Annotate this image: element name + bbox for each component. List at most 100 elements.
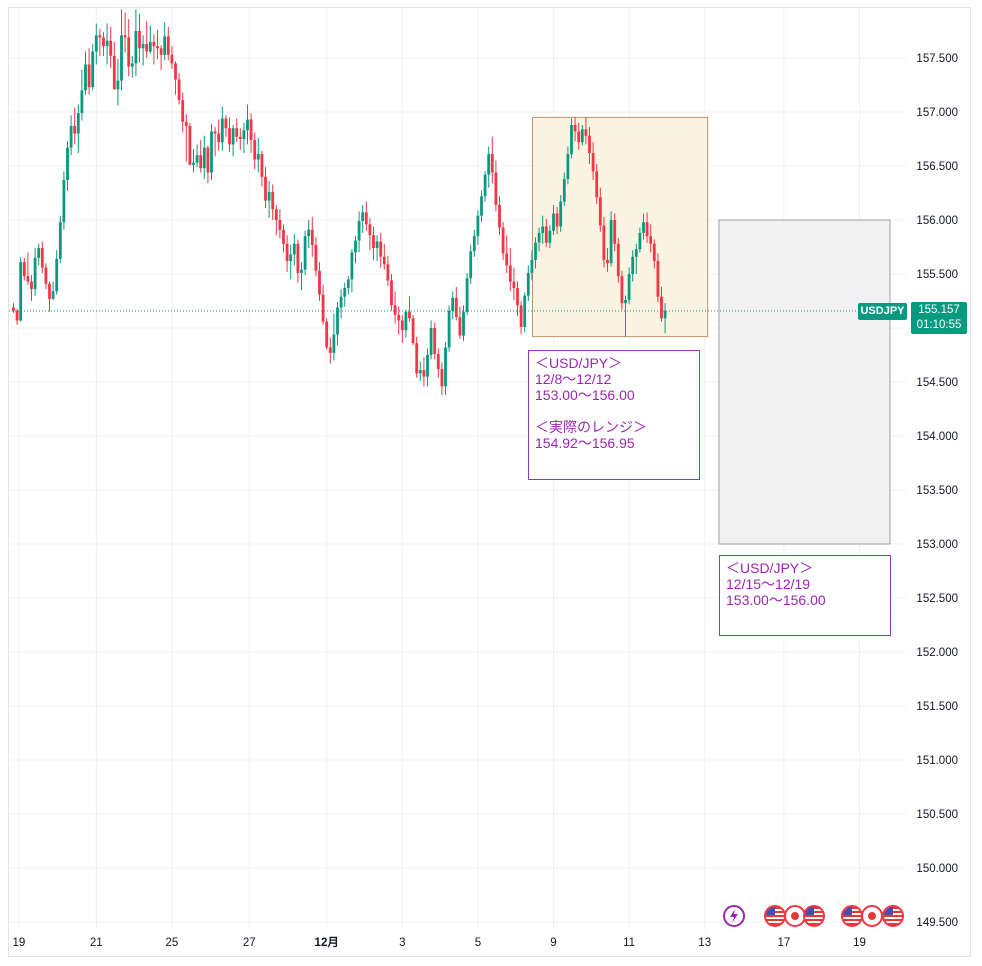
candle-body xyxy=(483,174,487,197)
bar-countdown: 01:10:55 xyxy=(916,319,962,331)
y-tick-label: 151.000 xyxy=(916,755,958,767)
candle-body xyxy=(634,249,638,257)
us-flag-icon[interactable] xyxy=(803,905,825,927)
candle-body xyxy=(372,235,375,249)
candle-body xyxy=(310,229,314,245)
chart-frame[interactable] xyxy=(8,7,971,957)
candle-body xyxy=(444,347,447,387)
candle-body xyxy=(44,267,48,284)
candle-body xyxy=(642,222,645,233)
candle-body xyxy=(591,153,595,172)
candle-body xyxy=(69,126,73,148)
candle-body xyxy=(264,176,267,201)
us-flag-icon[interactable] xyxy=(882,905,904,927)
candle-body xyxy=(260,154,264,177)
candle-body xyxy=(386,264,390,281)
candle-body xyxy=(350,252,354,280)
candle-body xyxy=(37,248,41,258)
candle-body xyxy=(242,130,246,139)
candle-body xyxy=(577,131,581,143)
candle-body xyxy=(328,347,332,353)
candle-body xyxy=(555,213,559,227)
candle-body xyxy=(220,118,224,143)
candle-body xyxy=(447,310,451,348)
candle-body xyxy=(105,40,109,47)
x-tick-label: 21 xyxy=(90,937,103,949)
candle-body xyxy=(379,241,383,257)
candle-body xyxy=(508,265,512,282)
candle-body xyxy=(606,259,609,264)
note-line xyxy=(535,403,693,419)
candle-body xyxy=(364,212,368,225)
x-tick-label: 25 xyxy=(166,937,179,949)
candle-body xyxy=(19,262,23,321)
japan-flag-icon[interactable] xyxy=(861,905,883,927)
y-tick-label: 150.500 xyxy=(916,809,958,821)
candle-body xyxy=(361,212,365,222)
candle-body xyxy=(148,41,152,52)
candle-body xyxy=(368,224,372,236)
candle-body xyxy=(152,41,156,47)
lightning-icon[interactable] xyxy=(723,905,745,927)
candle-body xyxy=(156,46,159,49)
candle-body xyxy=(548,230,552,243)
candle-body xyxy=(631,256,635,274)
x-tick-label: 9 xyxy=(550,937,556,949)
note-line: ＜USD/JPY＞ xyxy=(726,560,814,576)
candle-body xyxy=(649,236,653,244)
range-boxes xyxy=(532,116,891,545)
symbol-label: USDJPY xyxy=(858,303,907,320)
candle-body xyxy=(109,40,113,56)
candle-body xyxy=(51,291,55,299)
candle-body xyxy=(141,43,145,49)
note-current-week[interactable]: ＜USD/JPY＞ 12/8〜12/12 153.00〜156.00 ＜実際のレンジ＞… xyxy=(528,350,700,480)
candle-body xyxy=(588,135,591,154)
candle-body xyxy=(206,147,210,173)
candle-body xyxy=(188,126,192,165)
note-line: 153.00〜156.00 xyxy=(726,592,826,608)
candle-body xyxy=(102,37,105,47)
candles xyxy=(12,9,667,395)
candle-body xyxy=(613,220,617,244)
candle-body xyxy=(397,315,401,321)
candle-body xyxy=(426,355,429,377)
x-axis[interactable]: 19 21 25 27 12月 3 5 9 11 13 17 19 xyxy=(13,936,866,949)
candle-body xyxy=(476,215,480,237)
candle-body xyxy=(303,236,307,270)
y-tick-label: 155.500 xyxy=(916,269,958,281)
note-line: ＜実際のレンジ＞ xyxy=(535,419,647,435)
candle-body xyxy=(469,251,473,279)
candle-body xyxy=(541,226,545,233)
candle-body xyxy=(195,155,199,163)
y-tick-label: 156.500 xyxy=(916,161,958,173)
candle-body xyxy=(202,147,206,169)
candle-body xyxy=(55,258,59,292)
y-axis[interactable]: 157.500157.000156.500156.000155.500155.0… xyxy=(916,53,958,929)
candle-body xyxy=(238,136,242,139)
candle-body xyxy=(321,294,325,322)
x-tick-label: 11 xyxy=(623,937,635,949)
candle-body xyxy=(505,253,509,266)
us-flag-icon[interactable] xyxy=(841,905,863,927)
candle-body xyxy=(123,35,127,38)
candle-body xyxy=(134,31,138,64)
candle-body xyxy=(66,147,69,181)
note-next-week[interactable]: ＜USD/JPY＞ 12/15〜12/19 153.00〜156.00 xyxy=(719,555,891,636)
candle-body xyxy=(530,259,534,273)
y-tick-label: 152.000 xyxy=(916,647,958,659)
us-flag-icon[interactable] xyxy=(764,905,786,927)
candle-body xyxy=(26,276,30,282)
last-price-tag: 155.157 01:10:55 xyxy=(911,302,967,334)
candle-body xyxy=(267,191,271,201)
candle-body xyxy=(433,328,437,354)
candle-body xyxy=(534,242,537,260)
candle-body xyxy=(300,269,303,273)
candle-body xyxy=(58,222,62,259)
candle-body xyxy=(652,243,656,262)
candle-body xyxy=(332,334,336,353)
candle-body xyxy=(94,35,98,52)
candle-body xyxy=(462,311,465,336)
candle-body xyxy=(346,279,350,289)
candle-body xyxy=(163,36,167,55)
